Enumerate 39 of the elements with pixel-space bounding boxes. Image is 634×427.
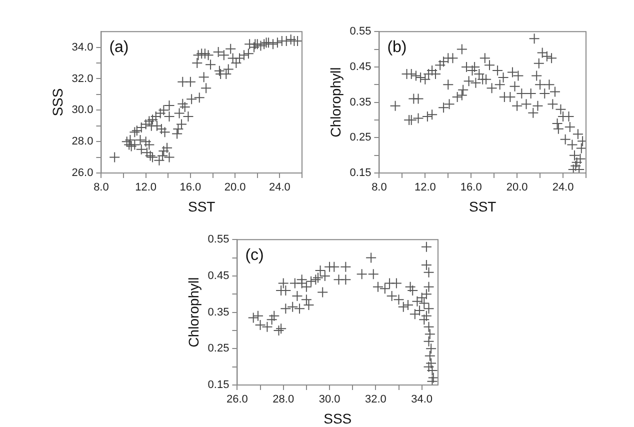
y-tick-label: 30.0 (72, 104, 94, 116)
x-tick-label: 8.0 (94, 182, 109, 194)
x-tick-label: 32.0 (364, 394, 386, 406)
x-axis-title: SST (188, 198, 216, 214)
annotation: (b) (387, 39, 407, 56)
y-tick-label: 0.35 (350, 96, 372, 108)
x-tick-label: 12.0 (414, 182, 436, 194)
y-axis-title: SSS (49, 88, 66, 116)
y-tick-label: 26.0 (72, 167, 94, 180)
y-tick-label: 34.0 (72, 41, 94, 54)
x-tick-label: 26.0 (226, 394, 248, 406)
x-tick-label: 34.0 (411, 394, 433, 406)
annotation: (c) (245, 247, 264, 264)
y-axis-title: Chlorophyll (327, 67, 344, 138)
y-tick-label: 32.0 (72, 72, 94, 85)
x-tick-label: 28.0 (272, 394, 294, 406)
x-axis-title: SST (468, 198, 497, 214)
x-tick-label: 16.0 (460, 182, 482, 194)
x-tick-label: 20.0 (506, 182, 528, 194)
x-tick-label: 30.0 (318, 394, 340, 406)
x-tick-label: 12.0 (135, 182, 157, 194)
x-tick-label: 20.0 (224, 182, 246, 194)
x-axis-title: SSS (324, 410, 352, 426)
x-tick-label: 24.0 (552, 182, 574, 194)
y-tick-label: 0.25 (208, 342, 230, 355)
y-axis-title: Chlorophyll (185, 277, 202, 348)
y-tick-label: 28.0 (72, 136, 94, 148)
y-tick-label: 0.35 (208, 306, 230, 318)
x-tick-label: 16.0 (180, 182, 202, 194)
y-tick-label: 0.15 (350, 167, 372, 180)
x-tick-label: 24.0 (268, 182, 290, 194)
x-tick-label: 8.0 (372, 182, 387, 194)
y-tick-label: 0.25 (350, 132, 372, 144)
y-tick-label: 0.15 (208, 379, 230, 392)
y-tick-label: 0.55 (208, 234, 230, 246)
y-tick-label: 0.45 (350, 60, 372, 73)
y-tick-label: 0.45 (208, 270, 230, 282)
y-tick-label: 0.55 (350, 26, 372, 38)
annotation: (a) (109, 39, 129, 56)
